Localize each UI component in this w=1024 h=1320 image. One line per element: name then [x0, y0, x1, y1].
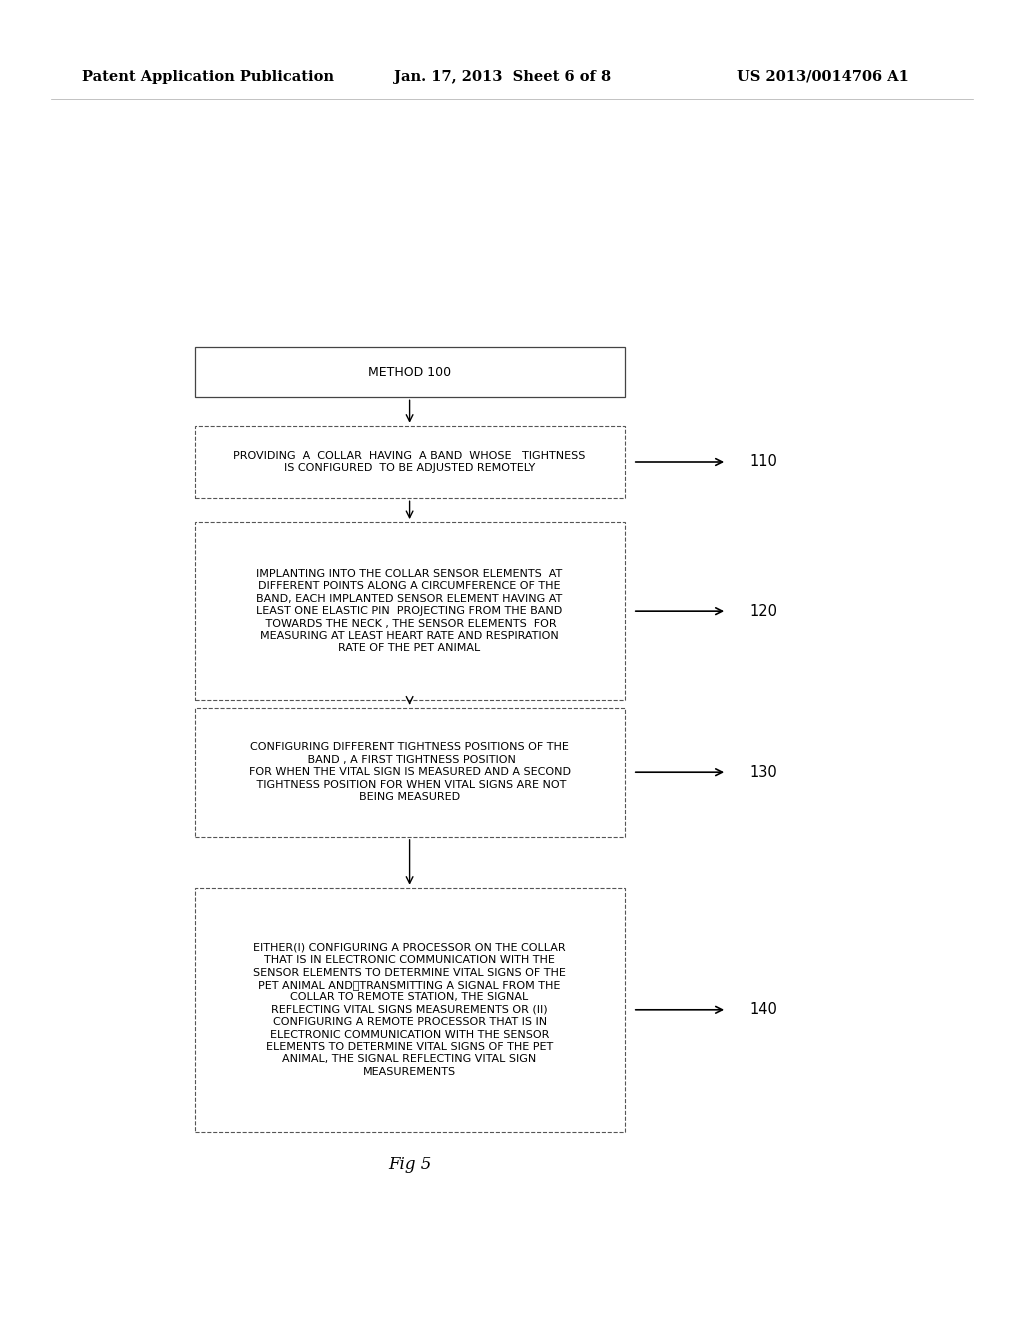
Bar: [195, 708, 625, 837]
Bar: [195, 347, 625, 397]
Text: US 2013/0014706 A1: US 2013/0014706 A1: [737, 70, 909, 83]
Bar: [195, 887, 625, 1133]
Text: 120: 120: [750, 603, 777, 619]
Text: IMPLANTING INTO THE COLLAR SENSOR ELEMENTS  AT
DIFFERENT POINTS ALONG A CIRCUMFE: IMPLANTING INTO THE COLLAR SENSOR ELEMEN…: [256, 569, 563, 653]
Text: PROVIDING  A  COLLAR  HAVING  A BAND  WHOSE   TIGHTNESS
IS CONFIGURED  TO BE ADJ: PROVIDING A COLLAR HAVING A BAND WHOSE T…: [233, 451, 586, 473]
Text: 140: 140: [750, 1002, 777, 1018]
Bar: [195, 521, 625, 700]
Text: CONFIGURING DIFFERENT TIGHTNESS POSITIONS OF THE
 BAND , A FIRST TIGHTNESS POSIT: CONFIGURING DIFFERENT TIGHTNESS POSITION…: [249, 742, 570, 803]
Text: 130: 130: [750, 764, 777, 780]
Bar: [195, 425, 625, 498]
Text: 110: 110: [750, 454, 777, 470]
Text: METHOD 100: METHOD 100: [368, 366, 452, 379]
Text: EITHER(I) CONFIGURING A PROCESSOR ON THE COLLAR
THAT IS IN ELECTRONIC COMMUNICAT: EITHER(I) CONFIGURING A PROCESSOR ON THE…: [253, 942, 566, 1077]
Text: Fig 5: Fig 5: [388, 1156, 431, 1172]
Text: Patent Application Publication: Patent Application Publication: [82, 70, 334, 83]
Text: Jan. 17, 2013  Sheet 6 of 8: Jan. 17, 2013 Sheet 6 of 8: [394, 70, 611, 83]
